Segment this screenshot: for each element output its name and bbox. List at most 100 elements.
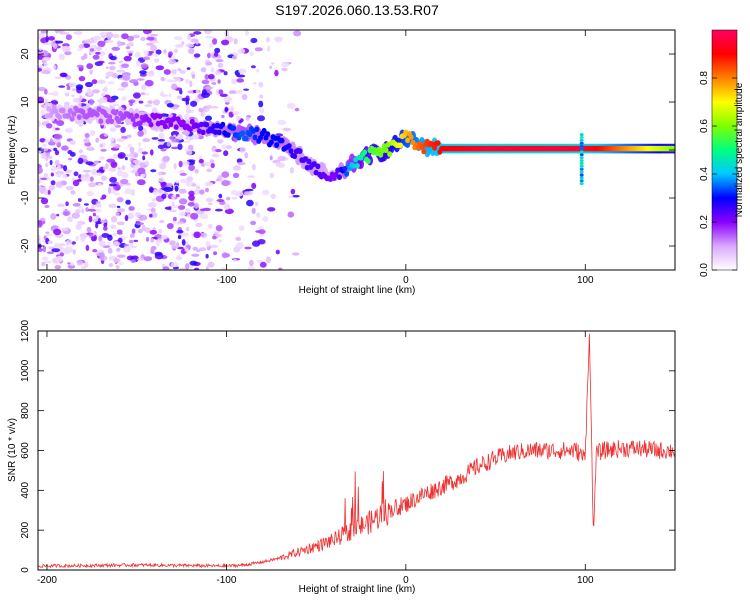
spectrogram-noise-blob (98, 240, 106, 247)
spectrogram-noise-blob (88, 215, 93, 223)
spectrogram-noise-blob (259, 107, 265, 114)
spectrogram-noise-blob (121, 171, 129, 179)
spectrogram-noise-blob (38, 186, 47, 194)
spectrogram-noise-blob (186, 67, 191, 70)
spectrogram-noise-blob (39, 47, 43, 51)
spectrogram-noise-blob (136, 78, 145, 81)
spectrogram-noise-blob (214, 208, 223, 212)
spectrogram-noise-blob (150, 246, 157, 250)
spectrogram-noise-blob (137, 228, 143, 234)
spectrogram-noise-blob (109, 176, 117, 183)
spectrogram-spike (579, 170, 584, 174)
spectrogram-noise-blob (105, 75, 110, 79)
spectrogram-noise-blob (142, 56, 151, 61)
spectrogram-noise-blob (121, 165, 126, 171)
spectrogram-noise-blob (199, 247, 207, 252)
spectrogram-noise-blob (150, 44, 158, 52)
spectrogram-noise-blob (201, 92, 210, 98)
spectrogram-noise-blob (95, 222, 99, 229)
spectrogram-noise-blob (205, 197, 214, 203)
spectrogram-x-tick-label: 100 (577, 275, 594, 286)
spectrogram-noise-blob (186, 180, 193, 187)
spectrogram-spike (579, 153, 584, 157)
spectrogram-noise-blob (173, 216, 177, 222)
spectrogram-noise-blob (211, 153, 220, 158)
spectrogram-noise-blob (228, 90, 236, 94)
spectrogram-noise-blob (150, 33, 159, 37)
spectrogram-ridge-point (116, 118, 122, 125)
spectrogram-noise-blob (84, 177, 91, 182)
spectrogram-noise-blob (42, 144, 47, 147)
spectrogram-noise-blob (63, 165, 68, 172)
spectrogram-noise-blob (226, 196, 231, 201)
spectrogram-noise-blob (221, 171, 230, 178)
spectrogram-noise-blob (132, 159, 138, 164)
spectrogram-noise-blob (124, 214, 129, 222)
snr-y-tick-label: 1200 (20, 319, 31, 342)
spectrogram-noise-blob (280, 61, 290, 68)
spectrogram-noise-blob (92, 212, 96, 217)
spectrogram-noise-blob (93, 234, 98, 241)
spectrogram-noise-blob (109, 142, 117, 147)
spectrogram-noise-blob (110, 224, 117, 229)
colorbar-tick-label: 0.0 (699, 263, 710, 277)
spectrogram-noise-blob (193, 231, 201, 239)
spectrogram-noise-blob (207, 105, 212, 109)
spectrogram-noise-blob (83, 261, 89, 268)
spectrogram-noise-blob (144, 227, 151, 233)
spectrogram-noise-blob (217, 79, 221, 84)
spectrogram-ridge-point (306, 158, 312, 165)
spectrogram-noise-blob (185, 104, 190, 109)
spectrogram-noise-blob (289, 167, 294, 174)
spectrogram-noise-blob (139, 70, 147, 75)
spectrogram-spike (579, 141, 584, 145)
spectrogram-noise-blob (162, 155, 170, 162)
spectrogram-noise-blob (274, 69, 279, 77)
spectrogram-noise-blob (171, 83, 178, 90)
spectrogram-ridge-point (408, 134, 414, 140)
spectrogram-noise-blob (190, 100, 198, 107)
spectrogram-noise-blob (194, 267, 200, 270)
spectrogram-ridge-point (380, 147, 385, 154)
spectrogram-ridge-point (286, 143, 292, 149)
spectrogram-ridge-point (297, 148, 303, 154)
spectrogram-noise-blob (142, 138, 151, 143)
spectrogram-noise-blob (166, 141, 171, 147)
spectrogram-noise-blob (49, 138, 53, 145)
spectrogram-noise-blob (238, 120, 242, 124)
spectrogram-noise-blob (213, 231, 220, 234)
snr-y-tick-label: 800 (20, 402, 31, 419)
spectrogram-noise-blob (230, 105, 234, 113)
spectrogram-noise-blob (256, 212, 261, 218)
spectrogram-noise-blob (58, 246, 65, 250)
spectrogram-noise-blob (211, 82, 217, 85)
spectrogram-noise-blob (89, 98, 94, 106)
spectrogram-noise-blob (176, 246, 184, 250)
spectrogram-noise-blob (120, 126, 126, 133)
spectrogram-noise-blob (95, 51, 101, 55)
spectrogram-noise-blob (59, 72, 67, 78)
spectrogram-noise-blob (244, 30, 249, 36)
spectrogram-noise-blob (44, 88, 48, 95)
spectrogram-noise-blob (205, 266, 209, 270)
spectrogram-noise-blob (42, 56, 51, 61)
spectrogram-ridge-point (243, 135, 249, 142)
spectrogram-noise-blob (193, 43, 201, 47)
spectrogram-noise-blob (80, 55, 86, 61)
spectrogram-noise-blob (173, 163, 177, 170)
spectrogram-noise-blob (72, 202, 81, 207)
spectrogram-noise-blob (181, 160, 190, 166)
spectrogram-noise-blob (145, 236, 150, 242)
spectrogram-noise-blob (196, 185, 201, 190)
spectrogram-noise-blob (65, 34, 72, 41)
spectrogram-ridge-point (204, 121, 210, 128)
spectrogram-noise-blob (59, 252, 65, 257)
spectrogram-spike (579, 176, 584, 180)
spectrogram-noise-blob (44, 205, 50, 208)
spectrogram-noise-blob (115, 185, 121, 191)
spectrogram-noise-blob (153, 53, 159, 57)
spectrogram-spike (579, 138, 584, 142)
spectrogram-noise-blob (106, 31, 114, 39)
spectrogram-noise-blob (115, 212, 120, 217)
spectrogram-noise-blob (112, 232, 117, 237)
